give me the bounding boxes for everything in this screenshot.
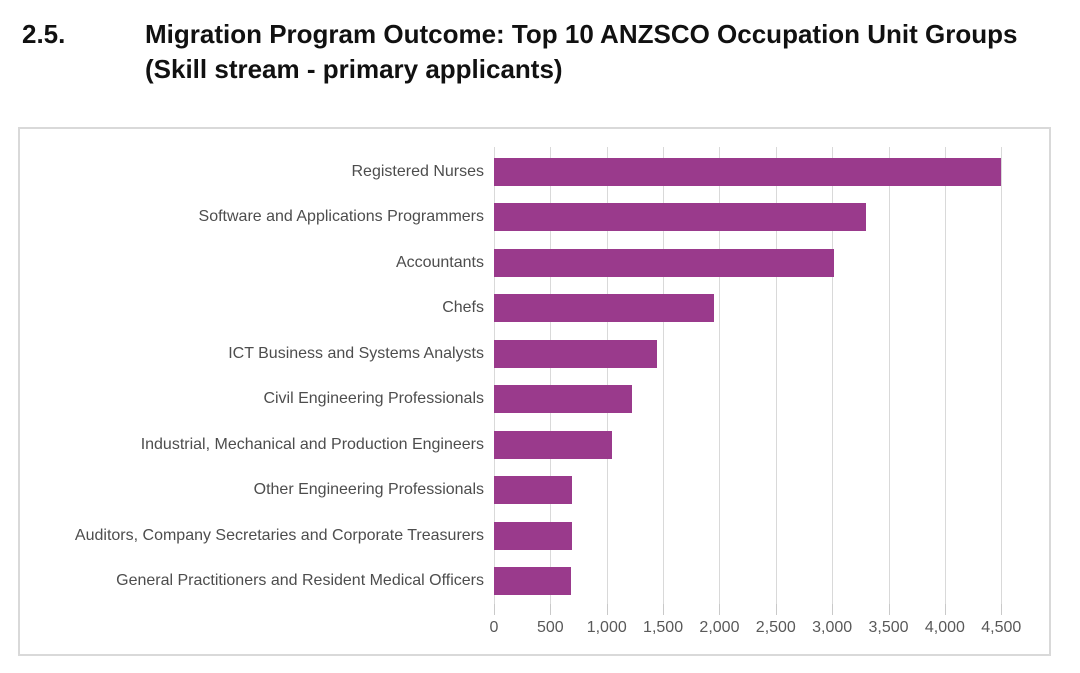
category-label-cell: Civil Engineering Professionals (20, 389, 494, 409)
x-axis-tick-label: 1,500 (643, 619, 684, 636)
axis-tick (550, 604, 552, 615)
page-title: Migration Program Outcome: Top 10 ANZSCO… (145, 19, 1018, 85)
category-label-cell: Registered Nurses (20, 162, 494, 182)
bar-track (494, 567, 1052, 596)
x-axis-tick-label: 2,500 (755, 619, 796, 636)
gridline (944, 147, 946, 604)
x-axis-tick-label: 3,000 (812, 619, 853, 636)
x-axis-tick-label: 4,000 (924, 619, 965, 636)
section-number: 2.5. (22, 19, 66, 49)
category-label: ICT Business and Systems Analysts (228, 344, 484, 362)
bar-row: Registered Nurses (20, 149, 1052, 195)
category-label-cell: Chefs (20, 298, 494, 318)
bar-track (494, 339, 1052, 368)
bar-4 (494, 339, 658, 368)
x-axis-tick-label: 1,000 (586, 619, 627, 636)
bar-row: Auditors, Company Secretaries and Corpor… (20, 513, 1052, 559)
axis-tick (494, 604, 495, 615)
x-axis-tick-label: 2,000 (699, 619, 740, 636)
x-axis-tick-label: 0 (489, 619, 499, 636)
gridline (494, 147, 495, 604)
category-label: Auditors, Company Secretaries and Corpor… (74, 526, 484, 544)
category-label-cell: ICT Business and Systems Analysts (20, 344, 494, 364)
bar-6 (494, 430, 613, 459)
gridline (888, 147, 890, 604)
bar-row: Other Engineering Professionals (20, 468, 1052, 514)
gridline (719, 147, 721, 604)
category-label-cell: Industrial, Mechanical and Production En… (20, 435, 494, 455)
bar-track (494, 385, 1052, 414)
bar-9 (494, 567, 571, 596)
bar-2 (494, 248, 835, 277)
bar-row: Civil Engineering Professionals (20, 377, 1052, 423)
bar-5 (494, 385, 632, 414)
category-label: Civil Engineering Professionals (263, 390, 484, 408)
gridline (550, 147, 552, 604)
bar-track (494, 476, 1052, 505)
axis-ticks-layer (494, 604, 1052, 615)
category-label: Other Engineering Professionals (253, 481, 484, 499)
bar-1 (494, 203, 866, 232)
category-label-cell: General Practitioners and Resident Medic… (20, 571, 494, 591)
gridline (1001, 147, 1003, 604)
bar-row: ICT Business and Systems Analysts (20, 331, 1052, 377)
category-label: Industrial, Mechanical and Production En… (140, 435, 484, 453)
x-axis-tick-label: 500 (537, 619, 564, 636)
gridlines-layer (494, 147, 1052, 604)
axis-tick (832, 604, 834, 615)
category-label: Chefs (442, 299, 484, 317)
axis-tick (719, 604, 721, 615)
axis-tick (1001, 604, 1003, 615)
axis-tick (606, 604, 608, 615)
axis-tick (775, 604, 777, 615)
x-axis-labels: 0 500 1,000 1,500 2,000 2,500 3,000 3,500 4,000 4… (490, 619, 1052, 641)
axis-tick (663, 604, 665, 615)
bar-track (494, 430, 1052, 459)
x-axis-tick-label: 4,500 (981, 619, 1022, 636)
bar-7 (494, 476, 572, 505)
bar-row: Software and Applications Programmers (20, 195, 1052, 241)
category-label-cell: Other Engineering Professionals (20, 480, 494, 500)
bar-track (494, 157, 1052, 186)
bar-row: General Practitioners and Resident Medic… (20, 559, 1052, 605)
bar-track (494, 521, 1052, 550)
category-label-cell: Accountants (20, 253, 494, 273)
gridline (606, 147, 608, 604)
category-label-cell: Auditors, Company Secretaries and Corpor… (20, 526, 494, 546)
category-label: Registered Nurses (351, 162, 485, 180)
bar-track (494, 294, 1052, 323)
axis-tick (888, 604, 890, 615)
category-label: General Practitioners and Resident Medic… (116, 572, 484, 590)
bar-8 (494, 521, 572, 550)
x-axis-tick-label: 3,500 (868, 619, 909, 636)
gridline (775, 147, 777, 604)
category-label-cell: Software and Applications Programmers (20, 207, 494, 227)
bar-track (494, 203, 1052, 232)
bar-3 (494, 294, 714, 323)
bar-row: Accountants (20, 240, 1052, 286)
gridline (663, 147, 665, 604)
section-header: 2.5. Migration Program Outcome: Top 10 A… (22, 17, 1025, 87)
gridline (832, 147, 834, 604)
bar-track (494, 248, 1052, 277)
bar-0 (494, 157, 1002, 186)
category-label: Accountants (395, 253, 484, 271)
bar-rows: Registered Nurses Software and Applicatio… (20, 149, 1052, 604)
category-label: Software and Applications Programmers (198, 208, 484, 226)
bar-row: Industrial, Mechanical and Production En… (20, 422, 1052, 468)
bar-row: Chefs (20, 286, 1052, 332)
bar-chart: Registered Nurses Software and Applicatio… (18, 127, 1051, 656)
axis-tick (944, 604, 946, 615)
